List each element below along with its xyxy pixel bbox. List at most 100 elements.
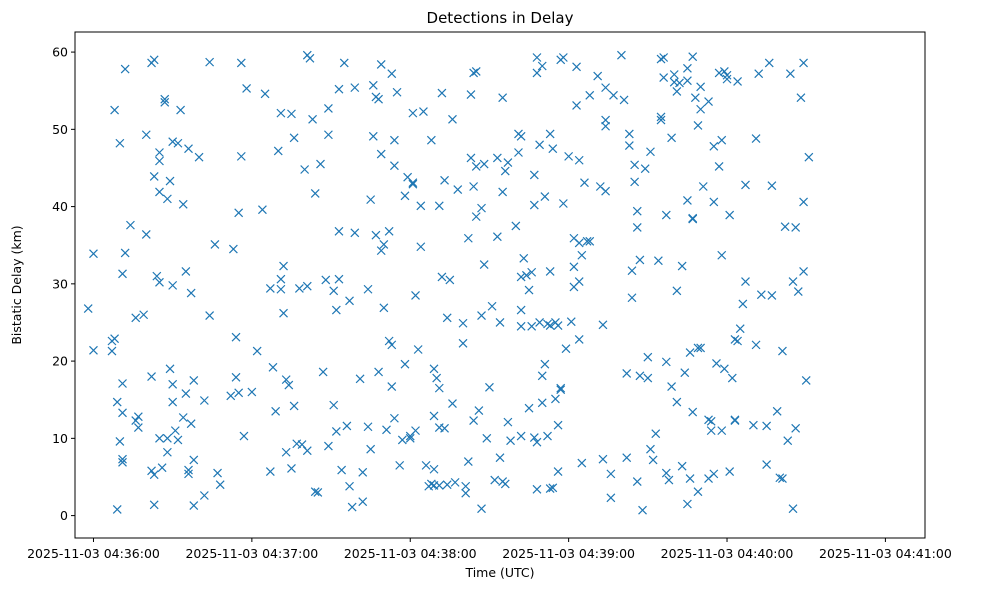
data-point: [239, 431, 249, 441]
data-point: [778, 346, 787, 356]
data-point: [479, 159, 489, 169]
data-point: [572, 100, 581, 110]
data-point: [622, 369, 632, 378]
data-point: [234, 208, 244, 218]
data-point: [529, 433, 539, 442]
data-point: [672, 286, 682, 296]
data-point: [89, 249, 98, 259]
data-point: [799, 58, 808, 68]
data-point: [532, 53, 542, 62]
data-point: [799, 267, 808, 276]
data-point: [601, 83, 611, 93]
data-point: [242, 83, 252, 93]
data-point: [733, 336, 743, 346]
data-point: [667, 133, 677, 143]
data-point: [492, 153, 502, 163]
data-point: [463, 457, 473, 466]
data-point: [704, 97, 713, 106]
data-point: [664, 475, 674, 485]
data-point: [556, 385, 566, 395]
data-point: [461, 488, 471, 498]
data-point: [112, 504, 122, 514]
data-point: [387, 382, 397, 392]
data-point: [118, 379, 127, 388]
data-point: [577, 458, 587, 468]
data-point: [205, 57, 215, 67]
data-point: [503, 417, 513, 427]
data-point: [498, 187, 508, 197]
data-point: [276, 274, 286, 284]
data-point: [210, 240, 220, 249]
x-axis-label: Time (UTC): [464, 565, 534, 580]
data-point: [619, 95, 629, 105]
data-point: [458, 318, 468, 328]
data-point: [382, 425, 391, 435]
data-point: [339, 58, 349, 68]
data-point: [149, 470, 159, 480]
data-point: [609, 90, 618, 100]
data-point: [693, 121, 703, 130]
data-point: [696, 343, 706, 353]
data-point: [735, 324, 745, 334]
data-point: [408, 178, 418, 188]
data-point: [329, 286, 339, 296]
data-point: [772, 406, 782, 416]
data-point: [672, 397, 682, 407]
data-point: [366, 444, 376, 454]
data-point: [685, 474, 695, 483]
data-point: [287, 109, 296, 119]
data-point: [450, 477, 460, 487]
data-point: [516, 305, 526, 315]
data-point: [139, 310, 149, 320]
data-point: [706, 416, 716, 426]
data-point: [624, 141, 634, 150]
data-point: [120, 64, 130, 74]
data-point: [395, 460, 405, 470]
data-point: [714, 68, 724, 78]
data-point: [767, 291, 777, 300]
data-point: [337, 465, 347, 475]
data-point: [257, 205, 267, 215]
data-point: [545, 484, 555, 493]
data-point: [434, 481, 444, 490]
data-point: [268, 362, 278, 372]
data-point: [741, 277, 750, 286]
data-point: [659, 53, 669, 62]
data-point: [574, 238, 584, 248]
data-point: [635, 371, 645, 381]
data-point: [110, 105, 120, 115]
data-point: [564, 151, 574, 161]
data-point: [719, 364, 729, 374]
data-point: [308, 114, 318, 124]
data-point: [606, 469, 616, 479]
data-point: [313, 487, 323, 497]
data-point: [558, 199, 568, 208]
data-point: [532, 68, 542, 78]
data-point: [131, 313, 141, 323]
data-point: [548, 483, 558, 493]
data-point: [162, 194, 172, 204]
data-point: [160, 94, 170, 104]
y-tick-label: 50: [52, 122, 68, 137]
data-point: [793, 287, 803, 296]
data-point: [165, 176, 175, 186]
data-point: [722, 70, 732, 80]
data-point: [131, 416, 141, 426]
data-point: [725, 210, 735, 220]
data-point: [173, 138, 183, 148]
data-point: [651, 429, 661, 439]
data-point: [89, 345, 98, 355]
data-point: [331, 426, 341, 436]
data-point: [471, 212, 481, 222]
data-point: [688, 407, 698, 417]
data-point: [440, 175, 449, 185]
y-tick-label: 30: [52, 276, 68, 291]
data-point: [527, 267, 537, 277]
data-point: [543, 319, 552, 329]
data-point: [653, 256, 663, 266]
data-point: [574, 277, 584, 286]
data-point: [717, 250, 727, 260]
data-point: [704, 415, 713, 425]
data-point: [532, 437, 542, 447]
data-point: [672, 87, 682, 96]
